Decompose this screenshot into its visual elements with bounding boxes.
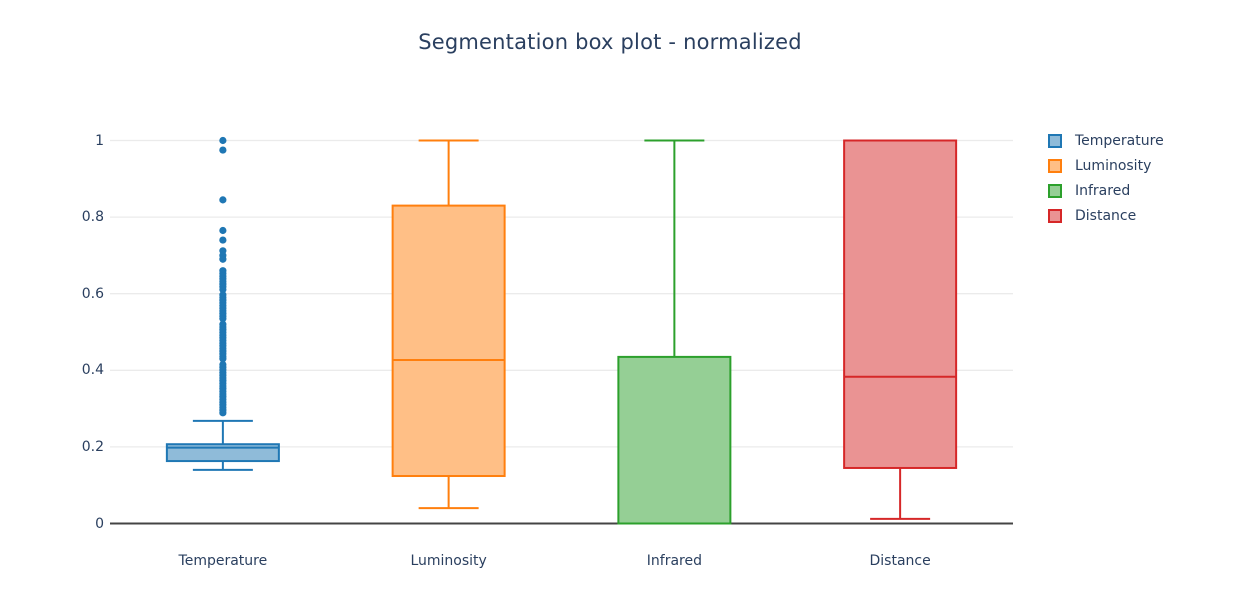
y-axis-tick-label: 0.2 [81,438,104,455]
x-axis-category-label: Infrared [646,553,702,569]
outlier-point [219,285,227,294]
legend: Temperature Luminosity Infrared Distance [1048,128,1164,228]
legend-label: Distance [1075,207,1137,224]
legend-swatch-icon [1048,133,1062,148]
outlier-point [219,236,227,244]
legend-item-infrared[interactable]: Infrared [1048,178,1164,203]
legend-item-temperature[interactable]: Temperature [1048,128,1164,153]
y-axis-tick-label: 0.6 [81,285,104,302]
y-axis-tick-label: 0.8 [81,209,104,226]
box-distance[interactable] [843,139,958,520]
y-axis-tick-label: 0.4 [81,362,104,379]
outlier-point [219,196,227,204]
legend-label: Temperature [1075,132,1164,149]
legend-swatch-icon [1048,208,1062,223]
legend-item-distance[interactable]: Distance [1048,203,1164,228]
legend-swatch-icon [1048,183,1062,198]
box-infrared[interactable] [617,139,732,525]
box-rect [843,139,958,469]
x-axis-category-label: Luminosity [410,553,487,569]
outlier-point [219,136,227,145]
outlier-point [219,314,227,323]
box-temperature[interactable] [165,136,280,471]
box-luminosity[interactable] [391,139,506,510]
y-axis-tick-label: 0 [95,515,104,532]
outlier-point [219,146,227,154]
box-rect [391,204,506,478]
outlier-point [219,226,227,235]
y-axis-tick-label: 1 [95,132,104,149]
legend-label: Infrared [1075,182,1131,199]
outlier-point [219,409,227,417]
x-axis-category-label: Distance [869,553,931,569]
box-rect [617,355,732,525]
chart-title: Segmentation box plot - normalized [418,30,802,54]
legend-item-luminosity[interactable]: Luminosity [1048,153,1164,178]
outlier-point [219,255,227,263]
x-axis-category-label: Temperature [178,553,268,569]
outlier-point [219,355,227,363]
legend-label: Luminosity [1075,157,1152,174]
legend-swatch-icon [1048,158,1062,173]
